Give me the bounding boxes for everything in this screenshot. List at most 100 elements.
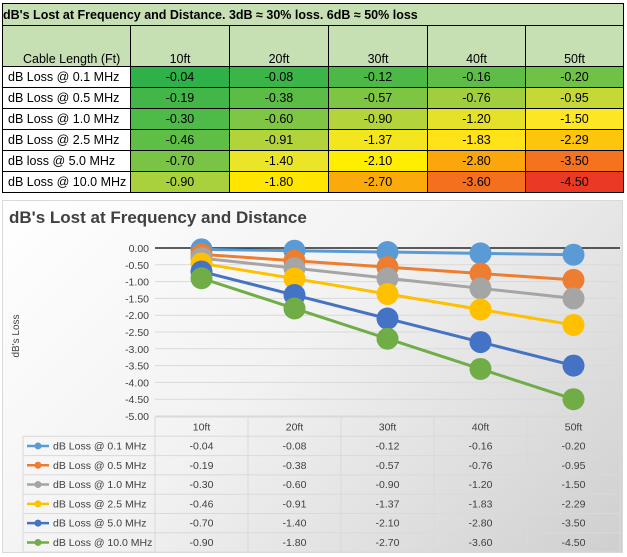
table-cell: -1.40 — [229, 150, 329, 172]
data-point — [469, 298, 492, 321]
y-tick-label: -1.50 — [125, 293, 149, 305]
legend-label: dB Loss @ 5.0 MHz — [53, 518, 147, 530]
header-col-20ft: 20ft — [229, 25, 329, 67]
x-tick-label: 20ft — [286, 422, 304, 434]
legend-marker — [34, 538, 42, 546]
data-label: -0.38 — [283, 460, 307, 472]
legend-marker — [34, 481, 42, 489]
table-cell: -0.16 — [427, 66, 526, 88]
legend-label: dB Loss @ 2.5 MHz — [53, 498, 147, 510]
data-point — [283, 297, 306, 320]
table-cell: -2.80 — [427, 150, 526, 172]
data-label: -0.90 — [376, 479, 400, 491]
data-label: -1.20 — [469, 479, 493, 491]
table-row: dB Loss @ 2.5 MHz -0.46 -0.91 -1.37 -1.83 -2.… — [2, 129, 625, 151]
table-row: dB Loss @ 1.0 MHz -0.30 -0.60 -0.90 -1.20 -1.… — [2, 108, 625, 130]
table-cell: -0.57 — [328, 87, 428, 109]
data-label: -0.90 — [190, 537, 214, 549]
data-label: -1.37 — [376, 498, 400, 510]
data-label: -0.46 — [190, 498, 214, 510]
y-tick-label: 0.00 — [129, 243, 150, 255]
data-label: -2.29 — [562, 498, 586, 510]
legend-marker — [34, 461, 42, 469]
table-cell: -0.76 — [427, 87, 526, 109]
chart-title: dB's Lost at Frequency and Distance — [9, 208, 307, 227]
table-row: dB loss @ 5.0 MHz -0.70 -1.40 -2.10 -2.80 -3.… — [2, 150, 625, 172]
table-cell: -0.90 — [130, 171, 230, 193]
table-cell: -4.50 — [524, 171, 625, 193]
y-axis-label: dB's Loss — [11, 314, 22, 357]
table-cell: -2.10 — [328, 150, 428, 172]
x-tick-label: 50ft — [565, 422, 583, 434]
data-label: -2.10 — [376, 518, 400, 530]
y-tick-label: -1.00 — [125, 277, 149, 289]
data-point — [469, 357, 492, 380]
table-cell: -1.50 — [524, 108, 625, 130]
data-point — [469, 242, 492, 265]
y-tick-label: -0.50 — [125, 260, 149, 272]
y-tick-label: -4.00 — [125, 377, 149, 389]
table-cell: -0.46 — [130, 129, 230, 151]
table-cell: -3.50 — [524, 150, 625, 172]
table-cell: -1.80 — [229, 171, 329, 193]
legend-marker — [34, 442, 42, 450]
data-point — [376, 307, 399, 330]
legend-label: dB Loss @ 1.0 MHz — [53, 479, 147, 491]
data-label: -0.16 — [469, 440, 493, 452]
table-cell: -2.29 — [524, 129, 625, 151]
legend-marker — [34, 500, 42, 508]
data-label: -1.40 — [283, 518, 307, 530]
data-label: -4.50 — [562, 537, 586, 549]
data-label: -1.80 — [283, 537, 307, 549]
data-label: -0.19 — [190, 460, 214, 472]
table-cell: -0.95 — [524, 87, 625, 109]
table-row: dB Loss @ 10.0 MHz -0.90 -1.80 -2.70 -3.60 -4… — [2, 171, 625, 193]
table-cell: -0.19 — [130, 87, 230, 109]
data-label: -2.80 — [469, 518, 493, 530]
y-tick-label: -3.00 — [125, 344, 149, 356]
row-label: dB Loss @ 2.5 MHz — [2, 129, 131, 151]
legend-label: dB Loss @ 0.1 MHz — [53, 440, 147, 452]
data-point — [562, 243, 585, 266]
data-point — [376, 241, 399, 264]
header-cable-length: Cable Length (Ft) — [2, 25, 131, 67]
loss-table-container: dB's Lost at Frequency and Distance. 3dB… — [1, 3, 625, 193]
table-cell: -0.38 — [229, 87, 329, 109]
table-cell: -1.83 — [427, 129, 526, 151]
legend-marker — [34, 519, 42, 527]
data-label: -0.08 — [283, 440, 307, 452]
row-label: dB Loss @ 0.5 MHz — [2, 87, 131, 109]
x-tick-label: 30ft — [379, 422, 397, 434]
table-cell: -1.20 — [427, 108, 526, 130]
header-col-30ft: 30ft — [328, 25, 428, 67]
data-label: -0.30 — [190, 479, 214, 491]
data-label: -0.70 — [190, 518, 214, 530]
data-label: -1.83 — [469, 498, 493, 510]
y-tick-label: -3.50 — [125, 361, 149, 373]
data-point — [376, 327, 399, 350]
table-cell: -0.91 — [229, 129, 329, 151]
data-point — [190, 267, 213, 290]
data-label: -0.95 — [562, 460, 586, 472]
x-tick-label: 40ft — [472, 422, 490, 434]
y-tick-label: -5.00 — [125, 411, 149, 423]
data-point — [562, 388, 585, 411]
table-cell: -0.70 — [130, 150, 230, 172]
data-point — [283, 267, 306, 290]
row-label: dB Loss @ 0.1 MHz — [2, 66, 131, 88]
data-point — [469, 331, 492, 354]
table-row: dB Loss @ 0.5 MHz -0.19 -0.38 -0.57 -0.76 -0.… — [2, 87, 625, 109]
y-tick-label: -2.50 — [125, 327, 149, 339]
line-chart: dB's Lost at Frequency and Distance dB's … — [9, 208, 621, 552]
y-tick-label: -2.00 — [125, 310, 149, 322]
data-label: -0.76 — [469, 460, 493, 472]
data-label: -0.60 — [283, 479, 307, 491]
loss-table: dB's Lost at Frequency and Distance. 3dB… — [1, 3, 625, 193]
table-cell: -0.04 — [130, 66, 230, 88]
table-cell: -0.20 — [524, 66, 625, 88]
data-point — [469, 277, 492, 300]
table-cell: -1.37 — [328, 129, 428, 151]
x-tick-label: 10ft — [193, 422, 211, 434]
table-cell: -2.70 — [328, 171, 428, 193]
data-point — [562, 354, 585, 377]
